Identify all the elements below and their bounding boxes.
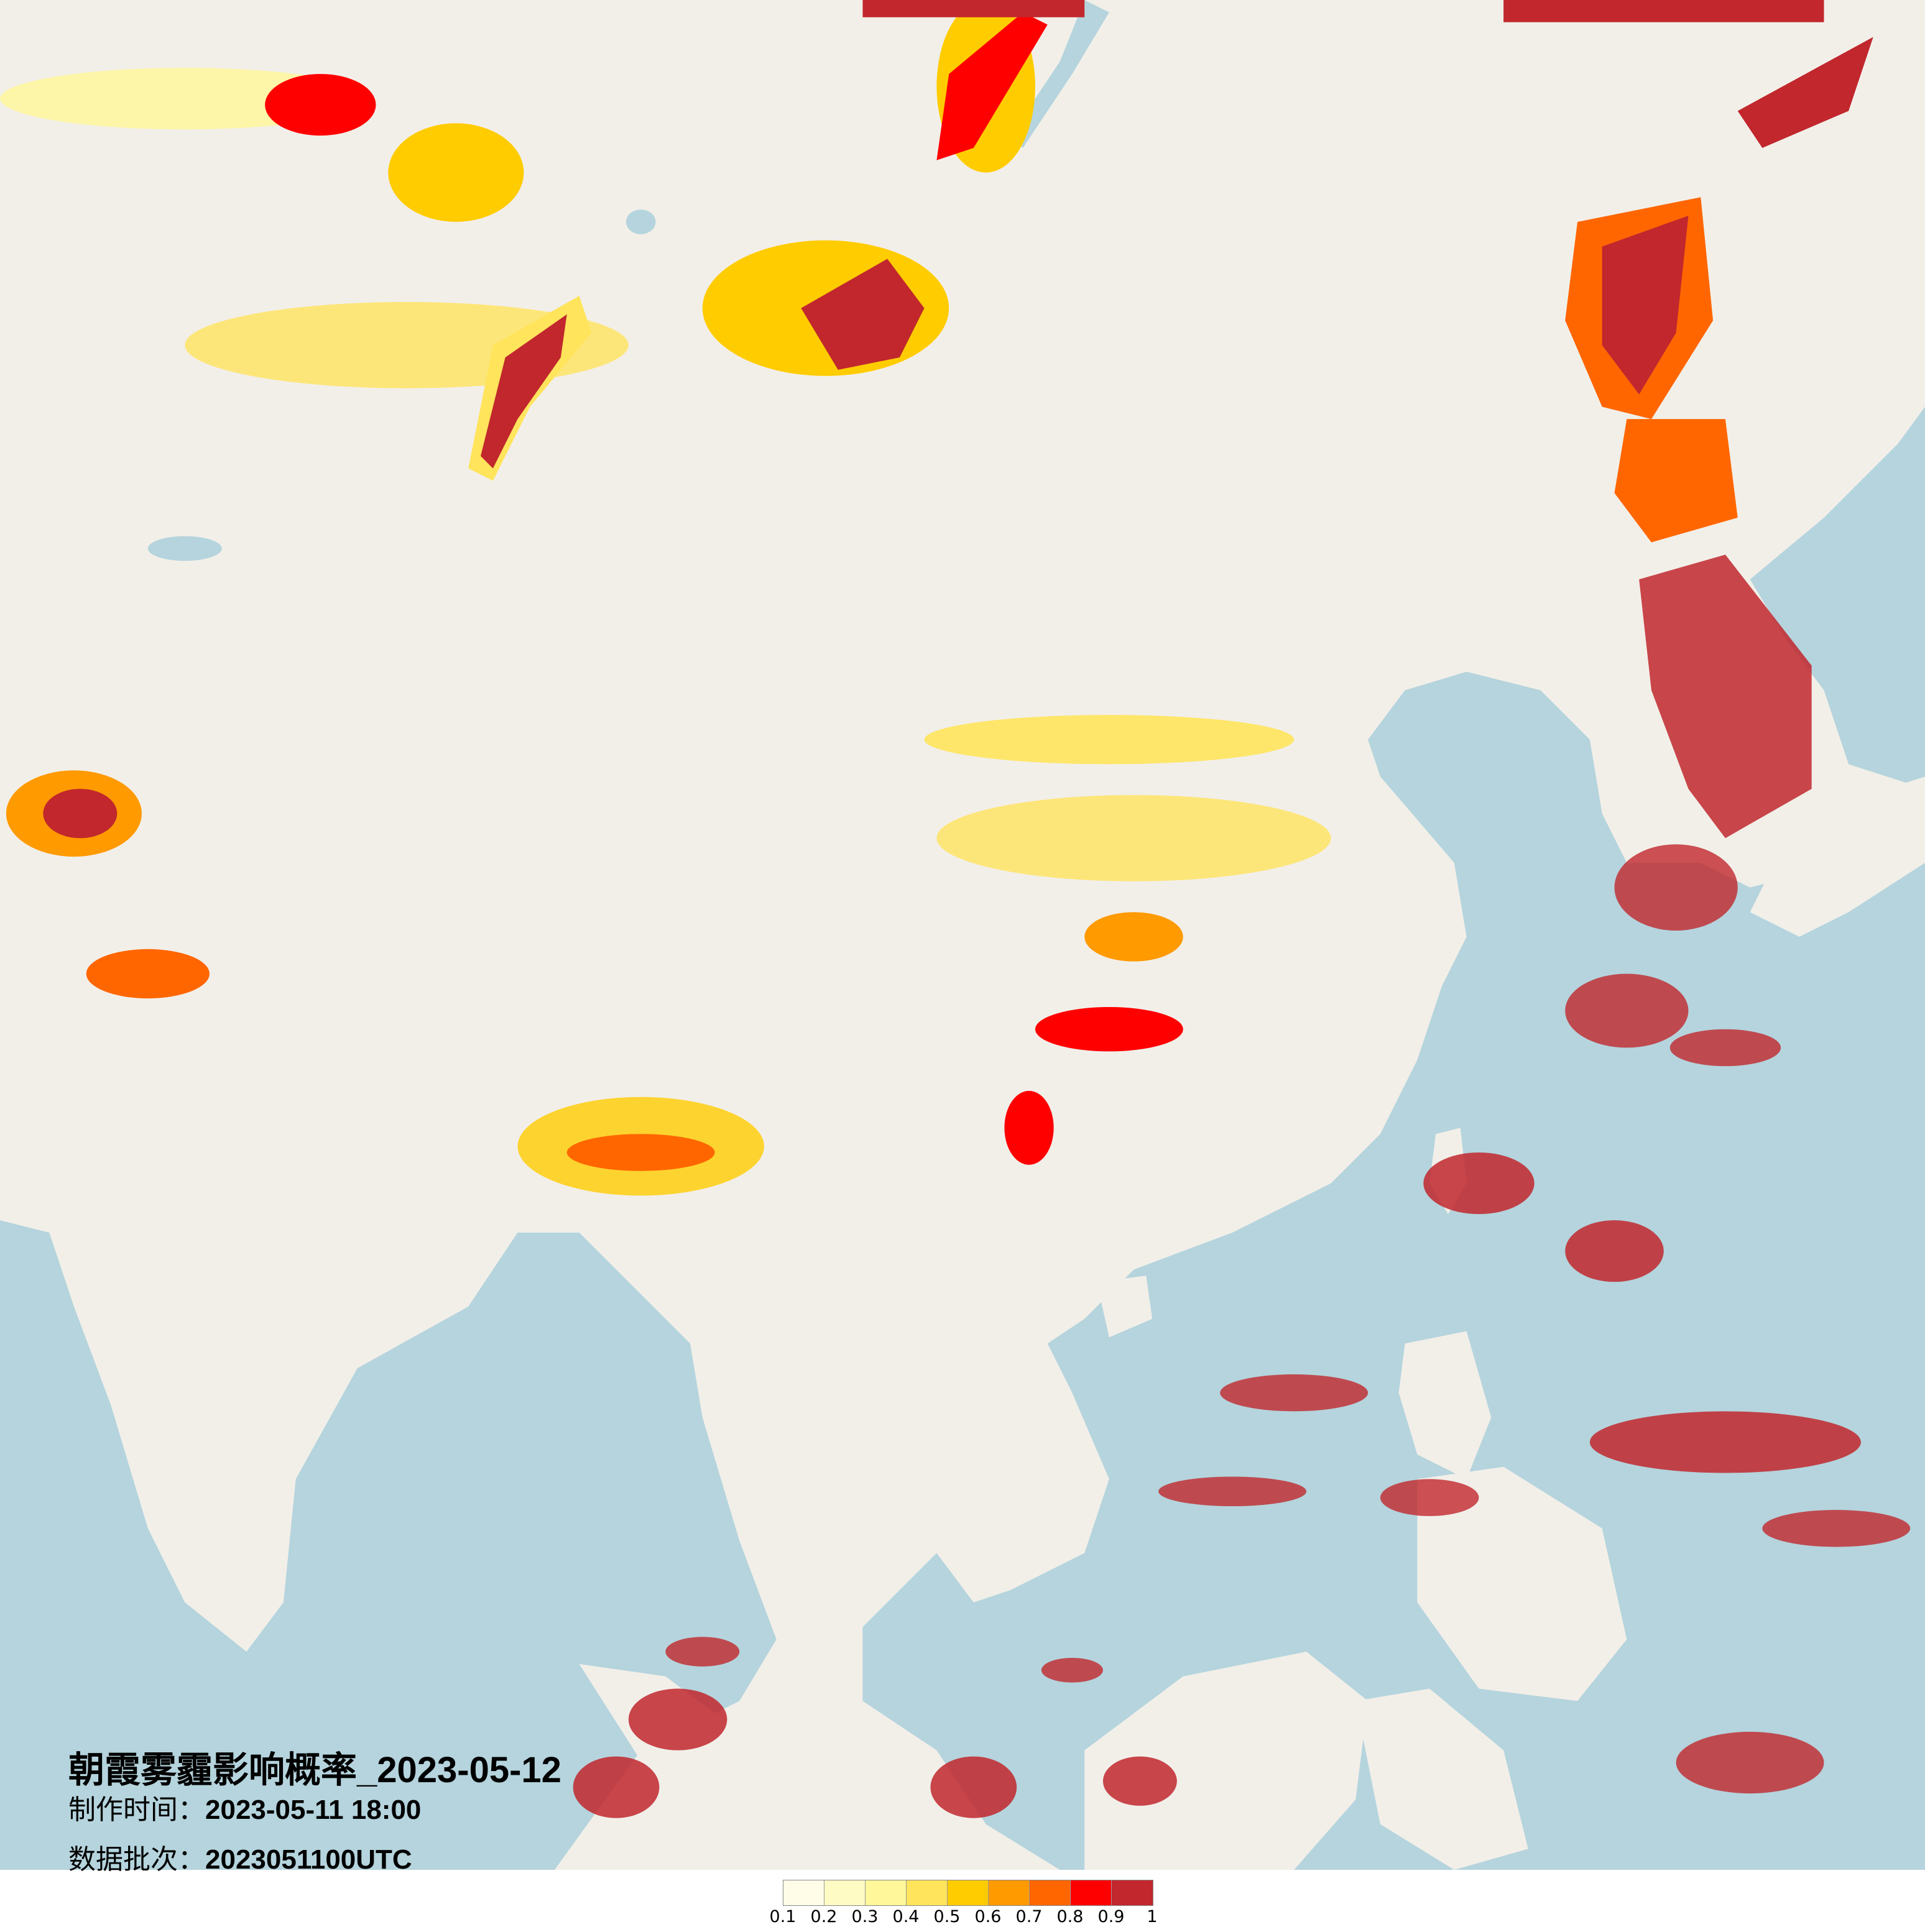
data-batch-label: 数据批次： <box>68 1844 205 1875</box>
legend-tick-label: 0.2 <box>810 1907 838 1926</box>
map-title: 朝霞雾霾影响概率_2023-05-12 <box>68 1750 561 1790</box>
legend-labels: 0.1 0.2 0.3 0.4 0.5 0.6 0.7 0.8 0.9 1 <box>770 1907 1158 1930</box>
legend-swatch <box>1071 1880 1112 1905</box>
color-legend <box>783 1880 1153 1906</box>
legend-tick-label: 0.1 <box>769 1907 796 1926</box>
legend-tick-label: 0.3 <box>851 1907 879 1926</box>
legend-tick-label: 1 <box>1147 1907 1158 1926</box>
legend-tick-label: 0.6 <box>974 1907 1002 1926</box>
legend-swatch <box>824 1880 866 1905</box>
legend-tick-label: 0.7 <box>1015 1907 1043 1926</box>
probability-overlay <box>0 0 1911 1818</box>
legend-swatch <box>1030 1880 1071 1905</box>
sea <box>0 0 1925 1870</box>
legend-swatch <box>866 1880 907 1905</box>
legend-tick-label: 0.5 <box>933 1907 961 1926</box>
production-time: 制作时间：2023-05-11 18:00 <box>68 1787 421 1827</box>
data-batch: 数据批次：2023051100UTC <box>68 1837 412 1877</box>
legend-swatch <box>1112 1880 1153 1905</box>
probability-map[interactable] <box>0 0 1925 1870</box>
legend-tick-label: 0.4 <box>892 1907 920 1926</box>
legend-swatch <box>948 1880 989 1905</box>
legend-swatch <box>907 1880 948 1905</box>
legend-tick-label: 0.8 <box>1056 1907 1084 1926</box>
production-time-value: 2023-05-11 18:00 <box>205 1795 422 1825</box>
legend-swatch <box>783 1880 824 1905</box>
data-batch-value: 2023051100UTC <box>205 1844 412 1875</box>
legend-swatch <box>989 1880 1030 1905</box>
production-time-label: 制作时间： <box>68 1794 205 1826</box>
legend-tick-label: 0.9 <box>1097 1907 1125 1926</box>
